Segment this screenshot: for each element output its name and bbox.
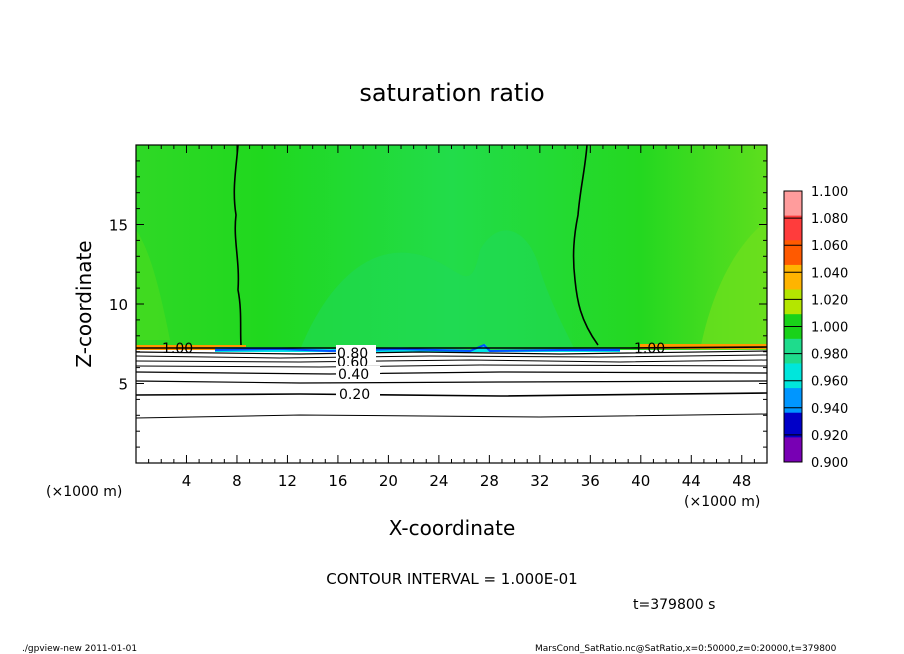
colorbar: 1.100 1.080 1.060 1.040 1.020 1.000 0.980 0.960… xyxy=(783,185,848,471)
colorbar-label: 0.920 xyxy=(811,429,848,444)
warm-patch-left xyxy=(136,230,170,340)
colorbar-cell xyxy=(784,264,802,291)
contour-label-right: 1.00 xyxy=(634,341,665,357)
footer-left: ./gpview-new 2011-01-01 xyxy=(22,644,137,654)
x-tick-label: 16 xyxy=(328,472,347,490)
colorbar-label: 0.980 xyxy=(811,348,848,363)
moist-patch xyxy=(300,230,575,350)
colorbar-cell xyxy=(784,240,802,266)
x-tick-label: 44 xyxy=(682,472,701,490)
contour-lines xyxy=(136,145,767,419)
contour-label-040: 0.40 xyxy=(338,367,369,383)
colorbar-label: 1.060 xyxy=(811,239,848,254)
colorbar-label: 1.000 xyxy=(811,321,848,336)
colorbar-label: 1.040 xyxy=(811,266,848,281)
colorbar-cell xyxy=(784,437,802,463)
contour-label-group: 1.00 1.00 0.80 0.60 0.40 0.20 xyxy=(162,341,665,403)
contour-label-080: 0.80 xyxy=(337,346,368,362)
colorbar-cell xyxy=(784,191,802,217)
plot-area xyxy=(136,145,767,463)
colorbar-label: 0.940 xyxy=(811,402,848,417)
x-axis-ticks: 4 8 12 16 20 24 28 32 36 40 44 48 xyxy=(148,145,755,490)
x-axis-title: X-coordinate xyxy=(389,516,516,540)
x-unit-left: (×1000 m) xyxy=(46,484,122,500)
colorbar-cell xyxy=(784,363,802,389)
colorbar-label: 0.960 xyxy=(811,375,848,390)
boundary-orange-band-right xyxy=(640,344,767,349)
colorbar-cell xyxy=(784,215,802,241)
x-tick-label: 32 xyxy=(530,472,549,490)
colorbar-label: 1.080 xyxy=(811,212,848,227)
chart-title: saturation ratio xyxy=(359,79,544,107)
warm-patch-right xyxy=(700,220,767,350)
y-tick-label: 5 xyxy=(118,376,128,394)
white-region xyxy=(136,350,767,463)
y-tick-label: 10 xyxy=(109,296,128,314)
footer-right: MarsCond_SatRatio.nc@SatRatio,x=0:50000,… xyxy=(535,644,837,654)
y-axis-ticks: 5 10 15 xyxy=(109,160,767,448)
colorbar-cell xyxy=(784,338,802,364)
x-tick-label: 20 xyxy=(379,472,398,490)
contour-label-left: 1.00 xyxy=(162,341,193,357)
colorbar-cell xyxy=(784,388,802,414)
time-text: t=379800 s xyxy=(633,597,715,613)
x-tick-label: 36 xyxy=(581,472,600,490)
colorbar-label: 1.020 xyxy=(811,293,848,308)
boundary-blue-line xyxy=(214,343,620,353)
contour-interval-text: CONTOUR INTERVAL = 1.000E-01 xyxy=(326,570,577,588)
x-tick-label: 4 xyxy=(182,472,192,490)
contour-label-020: 0.20 xyxy=(339,387,370,403)
x-unit-right: (×1000 m) xyxy=(684,494,760,510)
y-tick-label: 15 xyxy=(109,217,128,235)
x-tick-label: 8 xyxy=(232,472,242,490)
colorbar-label: 0.900 xyxy=(811,456,848,471)
x-tick-label: 40 xyxy=(631,472,650,490)
colorbar-cell xyxy=(784,289,802,315)
x-tick-label: 24 xyxy=(429,472,448,490)
x-tick-label: 12 xyxy=(278,472,297,490)
x-tick-label: 28 xyxy=(480,472,499,490)
x-tick-label: 48 xyxy=(732,472,751,490)
y-axis-title: Z-coordinate xyxy=(72,240,96,367)
colorbar-cell xyxy=(784,412,802,438)
colorbar-label: 1.100 xyxy=(811,185,848,200)
